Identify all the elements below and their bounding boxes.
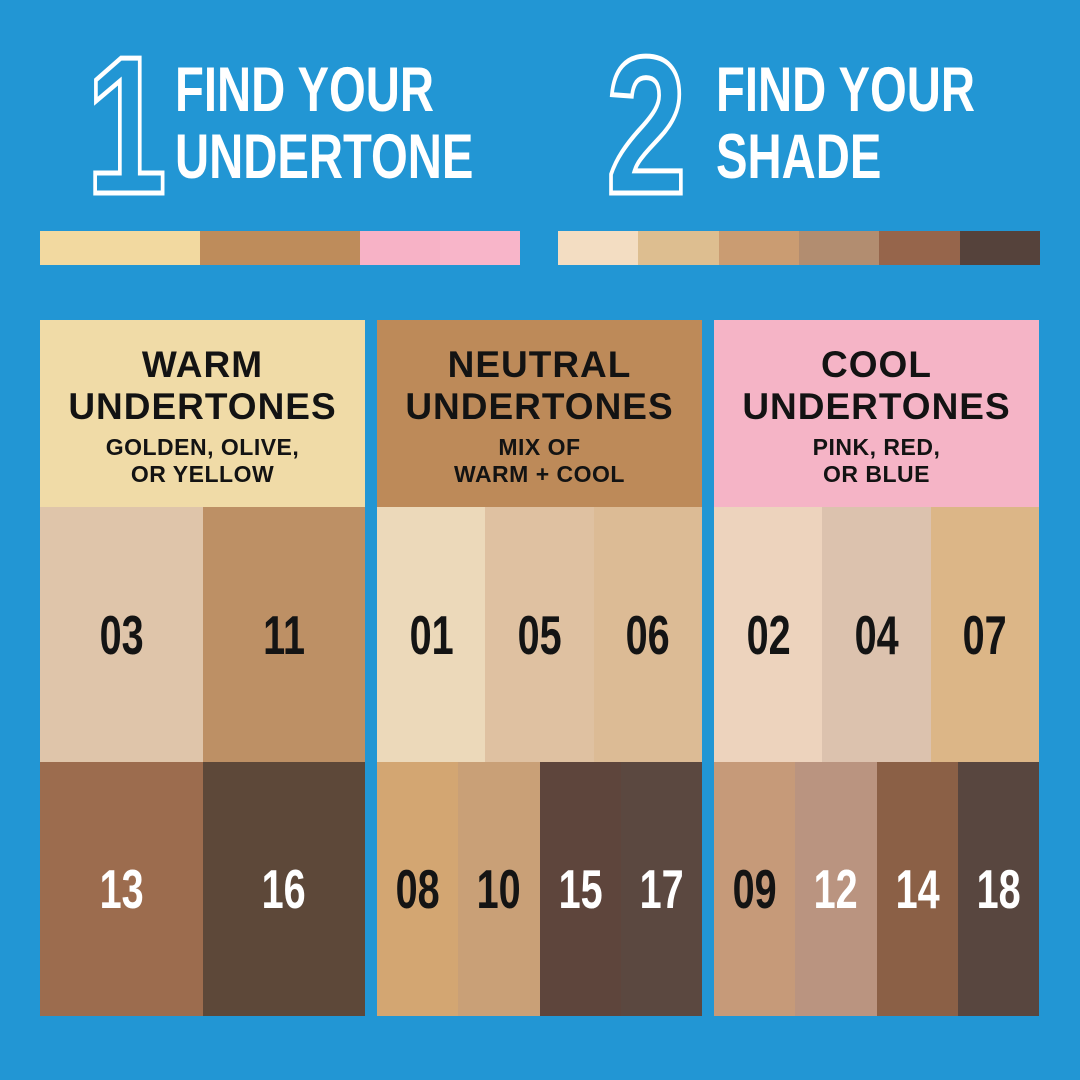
warm-bottom-row: 13 16 <box>40 762 365 1016</box>
neutral-subtitle-line-1: MIX OF <box>498 433 581 460</box>
cool-title-line-2: UNDERTONES <box>742 385 1011 427</box>
shade-swatch-18: 18 <box>957 762 1039 1016</box>
shade-bar-segment-6 <box>959 231 1040 265</box>
shade-color-bar <box>558 231 1040 265</box>
shade-label-08: 08 <box>395 858 440 920</box>
undertone-color-bar <box>40 231 520 265</box>
warm-top-row: 03 11 <box>40 507 365 762</box>
shade-swatch-06: 06 <box>593 507 702 762</box>
shade-label-04: 04 <box>854 603 899 666</box>
cool-column-header: COOL UNDERTONES PINK, RED, OR BLUE <box>714 320 1039 507</box>
shade-label-09: 09 <box>732 858 777 920</box>
step-1-numeral: 1 <box>84 16 168 235</box>
shade-label-10: 10 <box>476 858 521 920</box>
warm-column-title: WARM UNDERTONES <box>68 344 336 428</box>
warm-column-subtitle: GOLDEN, OLIVE, OR YELLOW <box>106 434 300 488</box>
shade-label-14: 14 <box>895 858 940 920</box>
shade-swatch-11: 11 <box>202 507 365 762</box>
step-2-title-line-2: SHADE <box>716 122 882 192</box>
shade-label-15: 15 <box>558 858 603 920</box>
shade-bar-segment-5 <box>879 231 960 265</box>
shade-label-03: 03 <box>99 603 144 666</box>
cool-subtitle-line-1: PINK, RED, <box>812 433 941 460</box>
neutral-top-row: 01 05 06 <box>377 507 702 762</box>
neutral-column-subtitle: MIX OF WARM + COOL <box>454 434 625 488</box>
column-neutral-undertones: NEUTRAL UNDERTONES MIX OF WARM + COOL 01… <box>377 320 702 1016</box>
warm-title-line-1: WARM <box>141 343 264 385</box>
cool-column-subtitle: PINK, RED, OR BLUE <box>813 434 941 488</box>
shade-swatch-08: 08 <box>377 762 459 1016</box>
warm-column-header: WARM UNDERTONES GOLDEN, OLIVE, OR YELLOW <box>40 320 365 507</box>
undertone-columns: WARM UNDERTONES GOLDEN, OLIVE, OR YELLOW… <box>40 320 1039 1016</box>
warm-subtitle-line-2: OR YELLOW <box>130 460 275 487</box>
shade-label-01: 01 <box>409 603 454 666</box>
cool-top-row: 02 04 07 <box>714 507 1039 762</box>
column-warm-undertones: WARM UNDERTONES GOLDEN, OLIVE, OR YELLOW… <box>40 320 365 1016</box>
shade-swatch-03: 03 <box>40 507 203 762</box>
shade-label-05: 05 <box>517 603 562 666</box>
shade-label-11: 11 <box>262 603 305 666</box>
column-cool-undertones: COOL UNDERTONES PINK, RED, OR BLUE 02 04… <box>714 320 1039 1016</box>
shade-bar-segment-4 <box>798 231 880 265</box>
neutral-column-title: NEUTRAL UNDERTONES <box>405 344 673 428</box>
cool-title-line-1: COOL <box>821 343 932 385</box>
cool-column-title: COOL UNDERTONES <box>742 344 1010 428</box>
shade-swatch-10: 10 <box>458 762 540 1016</box>
undertone-bar-neutral-segment <box>200 231 360 265</box>
shade-swatch-17: 17 <box>620 762 702 1016</box>
shade-label-12: 12 <box>813 858 858 920</box>
shade-bar-segment-1 <box>558 231 639 265</box>
cool-subtitle-line-2: OR BLUE <box>823 460 930 487</box>
neutral-bottom-row: 08 10 15 17 <box>377 762 702 1016</box>
neutral-title-line-2: UNDERTONES <box>405 385 674 427</box>
shade-swatch-16: 16 <box>202 762 365 1016</box>
step-1-title-line-1: FIND YOUR <box>175 55 435 125</box>
shade-swatch-09: 09 <box>714 762 796 1016</box>
shade-label-02: 02 <box>746 603 791 666</box>
shade-swatch-05: 05 <box>485 507 594 762</box>
cool-bottom-row: 09 12 14 18 <box>714 762 1039 1016</box>
shade-swatch-12: 12 <box>795 762 877 1016</box>
shade-bar-segment-3 <box>718 231 799 265</box>
shade-label-13: 13 <box>99 858 144 920</box>
undertone-bar-warm-segment <box>40 231 200 265</box>
shade-swatch-07: 07 <box>930 507 1039 762</box>
neutral-column-header: NEUTRAL UNDERTONES MIX OF WARM + COOL <box>377 320 702 507</box>
shade-bar-segment-2 <box>638 231 719 265</box>
shade-label-06: 06 <box>625 603 670 666</box>
shade-label-07: 07 <box>962 603 1007 666</box>
warm-title-line-2: UNDERTONES <box>68 385 337 427</box>
shade-swatch-04: 04 <box>822 507 931 762</box>
shade-label-18: 18 <box>976 858 1021 920</box>
shade-swatch-14: 14 <box>876 762 958 1016</box>
undertone-bar-cool-segment-b <box>440 231 520 265</box>
shade-swatch-13: 13 <box>40 762 203 1016</box>
undertone-bar-cool-segment-a <box>360 231 440 265</box>
step-2-numeral: 2 <box>604 16 688 235</box>
shade-label-17: 17 <box>639 858 684 920</box>
step-2-title-line-1: FIND YOUR <box>716 55 976 125</box>
step-1-title-line-2: UNDERTONE <box>175 122 474 192</box>
neutral-subtitle-line-2: WARM + COOL <box>454 460 625 487</box>
neutral-title-line-1: NEUTRAL <box>447 343 632 385</box>
step-1-title: FIND YOUR UNDERTONE <box>175 57 473 191</box>
shade-swatch-02: 02 <box>714 507 823 762</box>
shade-swatch-01: 01 <box>377 507 486 762</box>
shade-label-16: 16 <box>261 858 306 920</box>
shade-swatch-15: 15 <box>539 762 621 1016</box>
step-2-title: FIND YOUR SHADE <box>716 57 975 191</box>
warm-subtitle-line-1: GOLDEN, OLIVE, <box>105 433 300 460</box>
